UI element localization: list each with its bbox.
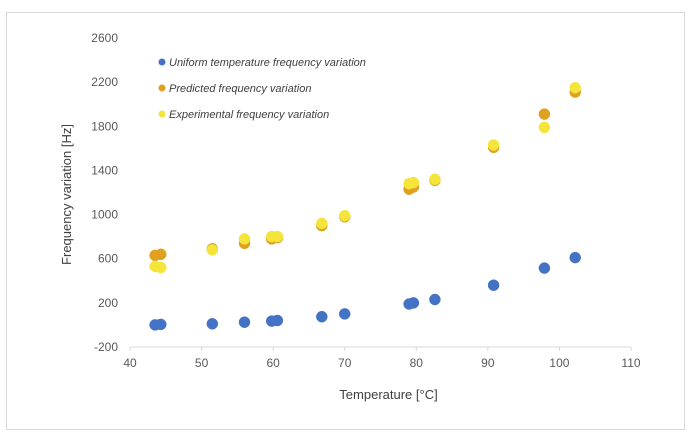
y-tick-label: 1400 (91, 163, 118, 177)
legend-item: Predicted frequency variation (158, 83, 311, 95)
data-point (429, 293, 441, 306)
data-point (271, 314, 284, 327)
legend: Uniform temperature frequency variation P… (158, 57, 366, 121)
x-tick-label: 110 (621, 356, 640, 370)
y-tick-label: 2200 (91, 75, 118, 89)
legend-marker (158, 84, 166, 92)
legend-marker (158, 58, 166, 66)
x-tick-label: 100 (549, 356, 569, 370)
data-point (155, 261, 167, 274)
legend-marker (158, 110, 166, 118)
x-tick-label: 90 (481, 356, 495, 370)
data-point (538, 262, 551, 274)
x-tick-label: 50 (195, 356, 209, 370)
data-point (407, 176, 420, 189)
data-point (338, 308, 351, 320)
y-tick-label: -200 (94, 340, 118, 354)
data-point (429, 173, 441, 186)
y-tick-label: 2600 (91, 31, 118, 45)
data-point (206, 244, 219, 256)
x-tick-label: 70 (338, 356, 352, 370)
data-point (538, 121, 551, 134)
y-axis-title: Frequency variation [Hz] (59, 124, 74, 265)
legend-label: Uniform temperature frequency variation (169, 57, 366, 69)
x-tick-label: 40 (123, 356, 137, 370)
legend-label: Experimental frequency variation (169, 109, 329, 121)
data-point (155, 318, 167, 331)
data-point (206, 318, 219, 330)
data-point (407, 297, 420, 309)
data-point (569, 81, 581, 94)
data-point (316, 310, 328, 323)
data-point (487, 279, 500, 291)
data-point (538, 108, 551, 120)
x-tick-label: 80 (410, 356, 424, 370)
axes: 40 50 60 70 80 90 100 110 -200 200 600 1000 1400 1800… (91, 31, 641, 370)
y-tick-label: 600 (98, 252, 118, 266)
legend-item: Experimental frequency variation (158, 109, 329, 121)
data-point (155, 248, 167, 261)
x-axis-title: Temperature [°C] (339, 387, 437, 402)
data-point (271, 230, 284, 243)
y-tick-label: 200 (98, 296, 118, 310)
legend-label: Predicted frequency variation (169, 83, 311, 95)
data-point (316, 217, 328, 230)
data-points (149, 81, 581, 331)
series-1 (149, 251, 581, 331)
data-point (238, 233, 251, 245)
y-tick-label: 1800 (91, 119, 118, 133)
series-3 (149, 81, 581, 274)
data-point (569, 251, 581, 264)
legend-item: Uniform temperature frequency variation (158, 57, 366, 69)
x-tick-label: 60 (266, 356, 280, 370)
data-point (238, 316, 251, 328)
data-point (338, 209, 351, 222)
y-tick-label: 1000 (91, 208, 118, 222)
data-point (487, 139, 500, 151)
